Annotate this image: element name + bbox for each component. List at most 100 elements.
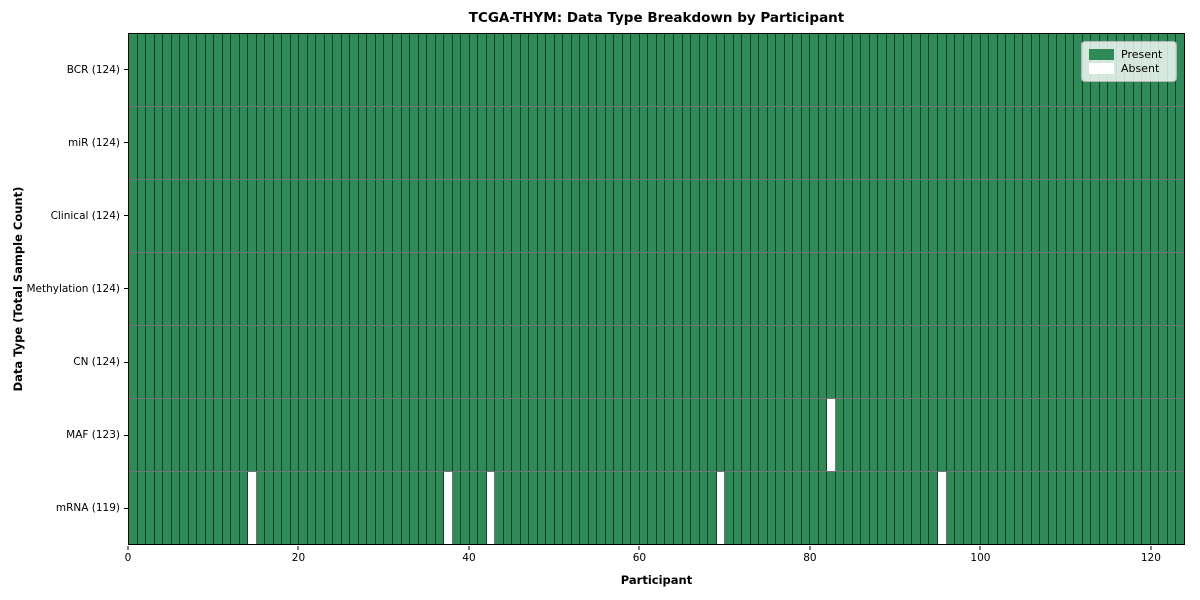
heatmap-cell-present [265, 472, 274, 544]
heatmap-cell-present [776, 34, 785, 106]
heatmap-cell-present [307, 107, 317, 179]
heatmap-cell-present [546, 399, 555, 471]
heatmap-cell-present [674, 107, 683, 179]
heatmap-cell-present [188, 326, 198, 398]
heatmap-cell-present [750, 399, 760, 471]
heatmap-cell-present [205, 472, 215, 544]
heatmap-cell-present [384, 253, 393, 325]
heatmap-cell-present [631, 34, 640, 106]
heatmap-cell-present [835, 180, 845, 252]
heatmap-cell-present [597, 472, 606, 544]
heatmap-cell-present [716, 326, 726, 398]
heatmap-cell-present [188, 107, 198, 179]
heatmap-cell-present [478, 472, 487, 544]
heatmap-cell-present [358, 399, 368, 471]
heatmap-cell-present [597, 107, 606, 179]
heatmap-cell-present [1057, 253, 1066, 325]
heatmap-cell-present [682, 472, 692, 544]
heatmap-cell-present [486, 180, 496, 252]
heatmap-cell-present [1048, 34, 1058, 106]
heatmap-cell-present [1006, 399, 1015, 471]
heatmap-cell-present [137, 399, 147, 471]
heatmap-cell-present [784, 399, 794, 471]
heatmap-cell-absent [248, 472, 257, 544]
heatmap-cell-present [427, 326, 436, 398]
heatmap-cell-present [614, 34, 623, 106]
heatmap-cell-present [563, 180, 572, 252]
heatmap-cell-present [903, 253, 913, 325]
heatmap-cell-present [691, 399, 700, 471]
heatmap-cell-present [844, 326, 853, 398]
heatmap-cell-present [1082, 107, 1092, 179]
heatmap-cell-present [844, 253, 853, 325]
heatmap-cell-present [835, 107, 845, 179]
heatmap-cell-present [622, 180, 632, 252]
heatmap-cell-present [1048, 180, 1058, 252]
heatmap-cell-present [1125, 253, 1134, 325]
heatmap-cell-present [1048, 472, 1058, 544]
heatmap-cell-present [375, 472, 385, 544]
y-tick-label-bcr: BCR (124) [0, 33, 128, 106]
heatmap-cell-present [725, 399, 734, 471]
heatmap-cell-present [188, 34, 198, 106]
heatmap-cell-present [733, 180, 743, 252]
heatmap-cell-present [929, 399, 938, 471]
heatmap-cell-present [955, 180, 964, 252]
heatmap-cell-present [163, 34, 172, 106]
heatmap-cell-present [674, 326, 683, 398]
heatmap-cell-present [1074, 180, 1083, 252]
heatmap-cell-present [307, 253, 317, 325]
heatmap-cell-present [912, 34, 921, 106]
heatmap-cell-present [529, 399, 538, 471]
heatmap-cell-present [410, 399, 419, 471]
heatmap-cell-present [946, 180, 956, 252]
heatmap-cell-present [767, 326, 777, 398]
heatmap-cell-present [452, 107, 462, 179]
heatmap-cell-present [1167, 253, 1177, 325]
row-label: miR (124) [67, 136, 120, 149]
x-tick-label: 0 [124, 552, 132, 564]
heatmap-cell-present [461, 107, 470, 179]
heatmap-cell-present [299, 253, 308, 325]
heatmap-cell-present [529, 253, 538, 325]
heatmap-cell-present [674, 180, 683, 252]
heatmap-cell-present [444, 180, 453, 252]
heatmap-cell-present [375, 399, 385, 471]
heatmap-cell-present [503, 107, 513, 179]
heatmap-cell-present [639, 34, 649, 106]
heatmap-cell-present [563, 472, 572, 544]
heatmap-cell-present [461, 253, 470, 325]
heatmap-cell-present [1159, 253, 1168, 325]
heatmap-cell-present [478, 326, 487, 398]
heatmap-cell-present [256, 34, 266, 106]
heatmap-cell-present [1091, 326, 1100, 398]
heatmap-cell-present [367, 326, 376, 398]
legend-label-present: Present [1121, 47, 1163, 61]
heatmap-cell-present [180, 253, 189, 325]
heatmap-cell-present [248, 399, 257, 471]
heatmap-cell-present [324, 180, 334, 252]
heatmap-cell-present [793, 107, 802, 179]
heatmap-row-mir [129, 106, 1184, 179]
heatmap-cell-present [129, 399, 138, 471]
heatmap-cell-present [495, 399, 504, 471]
x-tick-mark [297, 546, 299, 550]
heatmap-cell-present [1031, 34, 1041, 106]
heatmap-cell-present [861, 180, 870, 252]
heatmap-cell-present [171, 107, 181, 179]
heatmap-cell-present [1040, 399, 1049, 471]
heatmap-cell-present [146, 180, 155, 252]
heatmap-cell-present [418, 326, 428, 398]
heatmap-cell-present [495, 472, 504, 544]
heatmap-cell-present [503, 34, 513, 106]
heatmap-cell-absent [444, 472, 453, 544]
heatmap-grid [128, 33, 1185, 545]
heatmap-cell-present [188, 399, 198, 471]
heatmap-cell-present [214, 472, 223, 544]
heatmap-row-methylation [129, 252, 1184, 325]
heatmap-cell-present [903, 180, 913, 252]
heatmap-cell-present [1159, 472, 1168, 544]
heatmap-cell-present [648, 180, 657, 252]
heatmap-cell-present [563, 34, 572, 106]
heatmap-cell-present [129, 180, 138, 252]
